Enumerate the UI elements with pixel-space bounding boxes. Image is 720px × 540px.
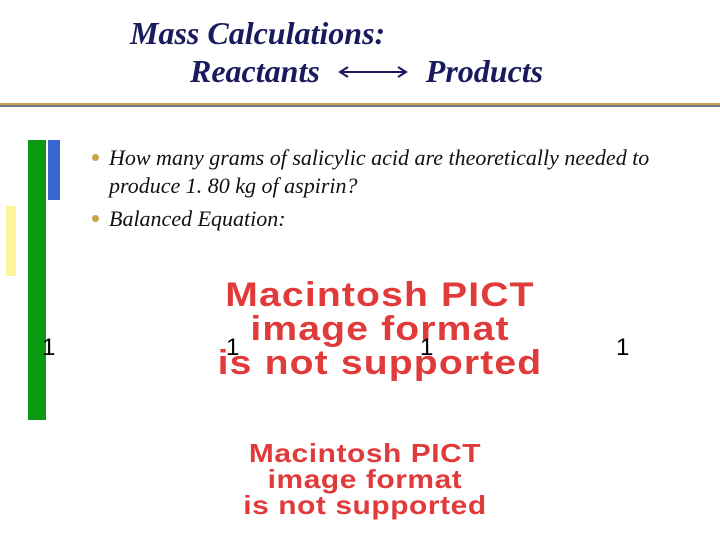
pict1-line1: Macintosh PICT — [58, 278, 702, 312]
pict2-line1: Macintosh PICT — [106, 440, 624, 466]
title-line-2: Reactants Products — [190, 52, 690, 90]
list-item: Balanced Equation: — [92, 205, 672, 233]
title-reactants: Reactants — [190, 52, 320, 90]
underline-shadow — [0, 105, 720, 107]
gutter-green — [28, 140, 46, 420]
double-arrow-icon — [334, 65, 412, 79]
pict-placeholder-1: Macintosh PICT image format is not suppo… — [58, 278, 702, 380]
coef-1: 1 — [42, 334, 55, 362]
title-line-1: Mass Calculations: — [130, 14, 690, 52]
pict2-line3: is not supported — [106, 492, 624, 518]
gutter-yellow — [6, 206, 16, 276]
coefficient-row: 1 1 1 1 — [0, 334, 720, 364]
bullet-icon — [92, 154, 99, 161]
coef-2: 1 — [226, 334, 239, 362]
coef-3: 1 — [420, 334, 433, 362]
title-products: Products — [426, 52, 543, 90]
coef-4: 1 — [616, 334, 629, 362]
slide-title: Mass Calculations: Reactants Products — [130, 14, 690, 91]
bullet-list: How many grams of salicylic acid are the… — [92, 144, 672, 239]
list-item: How many grams of salicylic acid are the… — [92, 144, 672, 199]
pict-placeholder-2: Macintosh PICT image format is not suppo… — [106, 440, 624, 518]
pict2-line2: image format — [106, 466, 624, 492]
bullet-icon — [92, 215, 99, 222]
bullet-text-2: Balanced Equation: — [109, 205, 286, 233]
bullet-text-1: How many grams of salicylic acid are the… — [109, 144, 672, 199]
gutter-blue — [48, 140, 60, 200]
title-underline — [0, 103, 720, 107]
